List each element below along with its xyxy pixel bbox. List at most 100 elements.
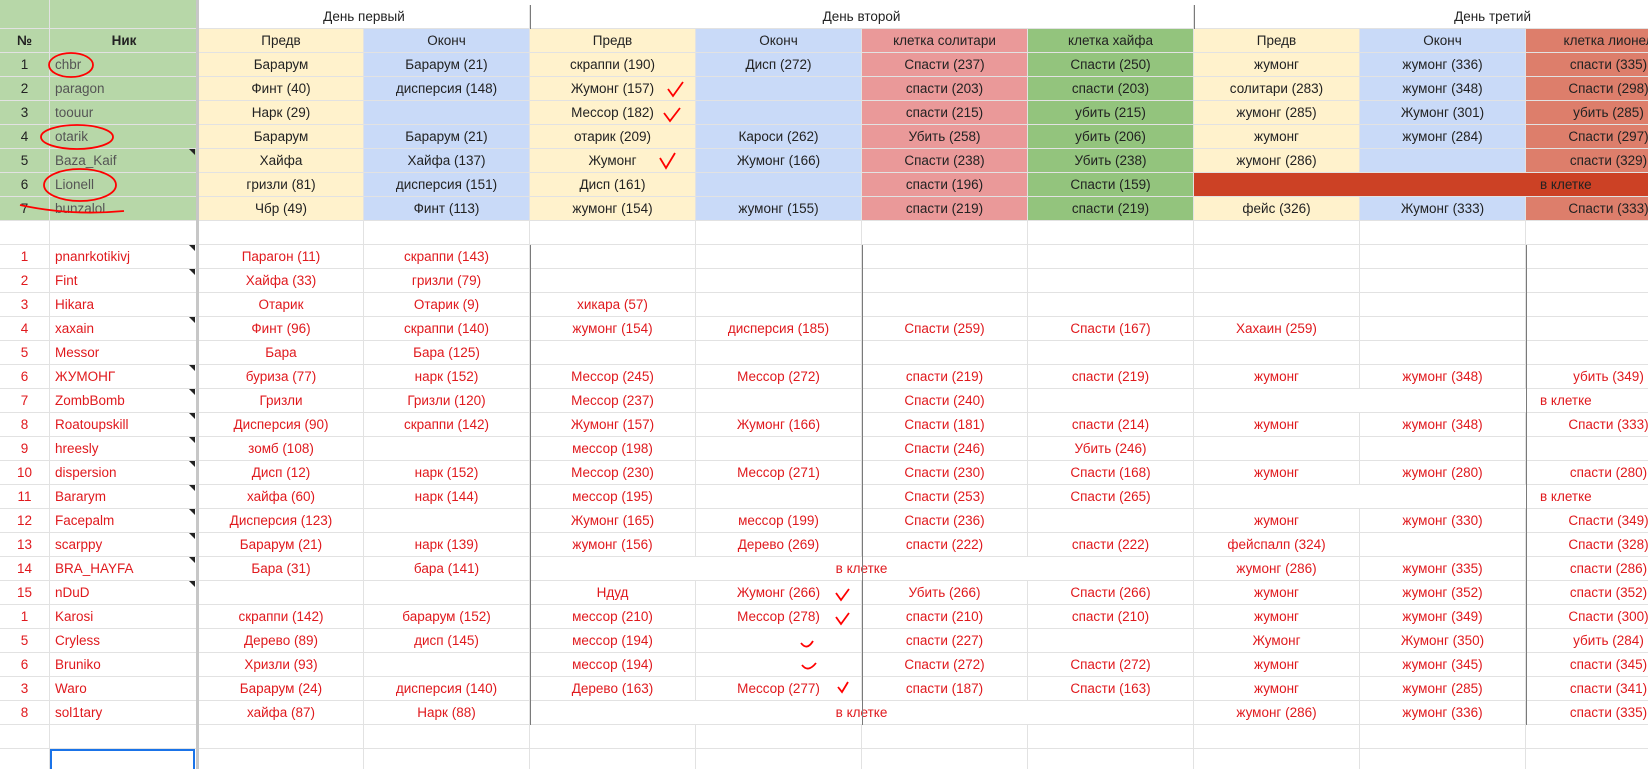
table-cell[interactable]: Барарум (21) xyxy=(199,533,364,557)
table-cell[interactable]: буриза (77) xyxy=(199,365,364,389)
table-cell[interactable]: Спасти (300) xyxy=(1526,605,1648,629)
nick-cell[interactable]: ЖУМОНГ xyxy=(50,365,199,389)
nick-cell[interactable]: Lionell xyxy=(50,173,199,197)
table-cell[interactable]: Кароси (262) xyxy=(696,125,862,149)
column-header-nick[interactable]: Ник xyxy=(50,29,199,53)
column-header-d1-okonch[interactable]: Оконч xyxy=(364,29,530,53)
table-cell[interactable]: дисперсия (151) xyxy=(364,173,530,197)
table-cell[interactable]: Гризли (120) xyxy=(364,389,530,413)
nick-cell[interactable]: paragon xyxy=(50,77,199,101)
table-cell[interactable]: жумонг (349) xyxy=(1360,605,1526,629)
table-cell[interactable]: жумонг xyxy=(1194,125,1360,149)
table-cell[interactable]: спасти (222) xyxy=(862,533,1028,557)
table-cell[interactable]: фейс (326) xyxy=(1194,197,1360,221)
note-indicator-icon[interactable] xyxy=(189,509,195,515)
table-cell[interactable]: Убить (258) xyxy=(862,125,1028,149)
table-cell[interactable]: мессор (195) xyxy=(530,485,696,509)
table-cell[interactable]: спасти (210) xyxy=(1028,605,1194,629)
table-cell[interactable]: Дерево (163) xyxy=(530,677,696,701)
empty-cell[interactable] xyxy=(1360,725,1526,749)
table-cell[interactable]: хикара (57) xyxy=(530,293,696,317)
table-cell[interactable]: Дерево (89) xyxy=(199,629,364,653)
nick-cell[interactable]: Messor xyxy=(50,341,199,365)
empty-cell[interactable] xyxy=(364,221,530,245)
table-cell[interactable] xyxy=(530,245,696,269)
table-cell[interactable]: Спасти (181) xyxy=(862,413,1028,437)
table-cell[interactable]: мессор (199) xyxy=(696,509,862,533)
table-cell[interactable]: Спасти (250) xyxy=(1028,53,1194,77)
empty-cell[interactable] xyxy=(364,725,530,749)
table-cell[interactable] xyxy=(1360,149,1526,173)
nick-cell[interactable]: Cryless xyxy=(50,629,199,653)
empty-cell[interactable] xyxy=(1194,749,1360,769)
empty-cell[interactable] xyxy=(1360,221,1526,245)
table-cell[interactable]: Дисперсия (123) xyxy=(199,509,364,533)
empty-cell[interactable] xyxy=(50,725,199,749)
table-cell[interactable]: гризли (81) xyxy=(199,173,364,197)
table-cell[interactable]: зомб (108) xyxy=(199,437,364,461)
table-cell[interactable] xyxy=(1526,245,1648,269)
table-cell[interactable]: спасти (222) xyxy=(1028,533,1194,557)
column-header-d2-pred[interactable]: Предв xyxy=(530,29,696,53)
note-indicator-icon[interactable] xyxy=(189,461,195,467)
table-cell[interactable] xyxy=(199,581,364,605)
table-cell[interactable]: Спасти (333) xyxy=(1526,197,1648,221)
table-cell[interactable]: жумонг (154) xyxy=(530,317,696,341)
table-cell[interactable]: убить (215) xyxy=(1028,101,1194,125)
table-cell[interactable]: жумонг (345) xyxy=(1360,653,1526,677)
table-cell[interactable]: барарум (152) xyxy=(364,605,530,629)
table-cell[interactable]: Барарум xyxy=(199,125,364,149)
table-cell[interactable]: нарк (144) xyxy=(364,485,530,509)
table-cell[interactable]: убить (349) xyxy=(1526,365,1648,389)
table-cell[interactable] xyxy=(1360,269,1526,293)
table-cell[interactable]: скраппи (140) xyxy=(364,317,530,341)
table-cell[interactable]: жумонг (330) xyxy=(1360,509,1526,533)
table-cell[interactable]: Спасти (297) xyxy=(1526,125,1648,149)
table-cell[interactable] xyxy=(1028,389,1194,413)
nick-cell[interactable]: Bruniko xyxy=(50,653,199,677)
empty-cell[interactable] xyxy=(862,221,1028,245)
table-cell[interactable]: Хризли (93) xyxy=(199,653,364,677)
table-cell[interactable] xyxy=(862,341,1028,365)
nick-cell[interactable]: hreesly xyxy=(50,437,199,461)
table-cell[interactable]: 12 xyxy=(0,509,50,533)
table-cell[interactable] xyxy=(1194,245,1360,269)
note-indicator-icon[interactable] xyxy=(189,581,195,587)
empty-cell[interactable] xyxy=(530,221,696,245)
table-cell[interactable]: 4 xyxy=(0,317,50,341)
table-cell[interactable]: жумонг xyxy=(1194,53,1360,77)
note-indicator-icon[interactable] xyxy=(189,269,195,275)
empty-cell[interactable] xyxy=(0,725,50,749)
day-header-3[interactable]: День третий xyxy=(1194,5,1648,29)
table-cell[interactable]: Убить (266) xyxy=(862,581,1028,605)
table-cell[interactable]: Жумонг (333) xyxy=(1360,197,1526,221)
table-cell[interactable]: 7 xyxy=(0,197,50,221)
table-cell[interactable]: Гризли xyxy=(199,389,364,413)
table-cell[interactable]: спасти (286) xyxy=(1526,557,1648,581)
table-cell[interactable]: Спасти (159) xyxy=(1028,173,1194,197)
empty-cell[interactable] xyxy=(1028,221,1194,245)
table-cell[interactable]: Жумонг (157) xyxy=(530,77,696,101)
empty-cell[interactable] xyxy=(364,749,530,769)
table-cell[interactable]: 14 xyxy=(0,557,50,581)
table-cell[interactable] xyxy=(1028,293,1194,317)
empty-cell[interactable] xyxy=(0,749,50,769)
nick-cell[interactable]: Facepalm xyxy=(50,509,199,533)
table-cell[interactable]: Мессор (271) xyxy=(696,461,862,485)
table-cell[interactable] xyxy=(696,245,862,269)
table-cell[interactable]: Финт (113) xyxy=(364,197,530,221)
table-cell[interactable] xyxy=(1194,341,1360,365)
table-cell[interactable]: Спасти (167) xyxy=(1028,317,1194,341)
table-cell[interactable]: спасти (329) xyxy=(1526,149,1648,173)
table-cell[interactable] xyxy=(364,581,530,605)
table-cell[interactable]: фейспалп (324) xyxy=(1194,533,1360,557)
table-cell[interactable]: 1 xyxy=(0,245,50,269)
table-cell[interactable]: жумонг xyxy=(1194,581,1360,605)
frozen-column-divider[interactable] xyxy=(196,0,199,769)
table-cell[interactable]: Барарум (21) xyxy=(364,125,530,149)
note-indicator-icon[interactable] xyxy=(189,533,195,539)
nick-cell[interactable]: chbr xyxy=(50,53,199,77)
column-header-d2-okonch[interactable]: Оконч xyxy=(696,29,862,53)
empty-cell[interactable] xyxy=(862,749,1028,769)
nick-cell[interactable]: pnanrkotikivj xyxy=(50,245,199,269)
